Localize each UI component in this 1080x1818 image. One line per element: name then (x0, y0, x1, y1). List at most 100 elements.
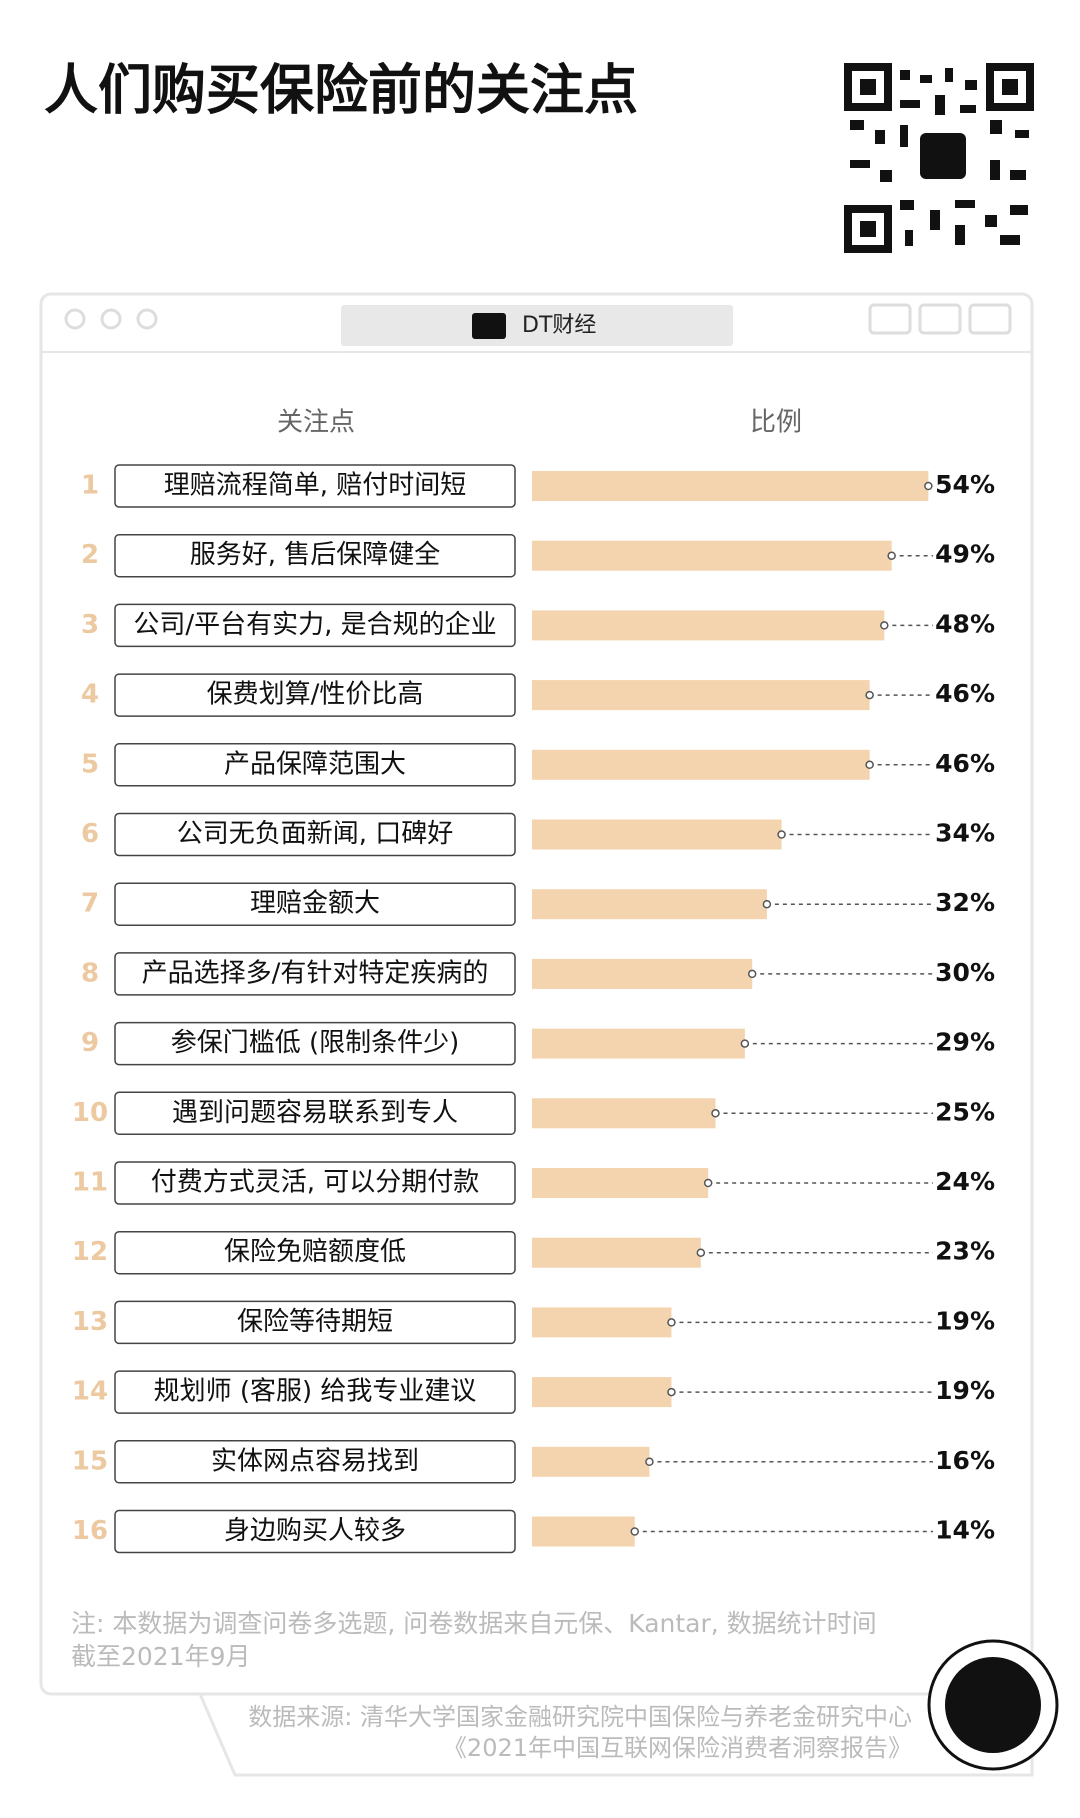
bar-end-dot (762, 899, 772, 909)
title: 人们购买保险前的关注点 (44, 59, 638, 122)
bar-end-dot (777, 830, 786, 839)
value-label: 19% (935, 1306, 995, 1335)
bar (532, 958, 753, 989)
bar-end-dot (740, 1039, 750, 1048)
note: 截至2021年9月 (71, 1642, 251, 1671)
brand-bar (341, 305, 733, 346)
category-label: 实体网点容易找到 (211, 1446, 419, 1476)
rank: 14 (72, 1377, 108, 1407)
category-label: 产品保障范围大 (224, 749, 406, 779)
rank: 8 (81, 958, 99, 988)
category-label: 理赔金额大 (250, 889, 380, 919)
bar-end-dot (865, 760, 874, 770)
bar-end-dot (924, 481, 933, 491)
note: 注: 本数据为调查问卷多选题, 问卷数据来自元保、Kantar, 数据统计时间 (71, 1609, 877, 1638)
bar-end-dot (696, 1248, 706, 1257)
bar (532, 1237, 701, 1268)
label-box (114, 533, 516, 578)
category-label: 保险免赔额度低 (224, 1237, 406, 1267)
bar-end-dot (667, 1387, 676, 1397)
bar-end-dot (880, 621, 889, 630)
category-label: 保费划算/性价比高 (207, 680, 424, 710)
label-box (114, 743, 516, 787)
value-label: 34% (935, 819, 995, 848)
label-box (114, 1440, 516, 1484)
value-label: 46% (935, 749, 995, 778)
category-label: 付费方式灵活, 可以分期付款 (151, 1168, 480, 1198)
category-label: 参保门槛低 (限制条件少) (171, 1028, 460, 1058)
rank: 2 (81, 540, 99, 570)
bar (532, 749, 870, 780)
label-box (114, 603, 516, 648)
bar (532, 1028, 745, 1059)
bar (532, 471, 929, 501)
bar-end-dot (747, 969, 757, 979)
value-label: 24% (935, 1167, 995, 1196)
logo (945, 1657, 1041, 1753)
category-label: 保险等待期短 (237, 1307, 393, 1337)
value-label: 30% (935, 958, 995, 987)
bar-end-dot (703, 1178, 713, 1188)
bar-end-dot (887, 551, 896, 560)
value-header: 比例 (750, 408, 802, 438)
category-label: 身边购买人较多 (224, 1516, 406, 1546)
bar-end-dot (645, 1457, 654, 1467)
source: 数据来源: 清华大学国家金融研究院中国保险与养老金研究中心 (248, 1703, 912, 1731)
label-box (114, 1509, 516, 1554)
value-label: 29% (935, 1028, 995, 1057)
label-box (114, 952, 516, 996)
bar (532, 1168, 709, 1198)
rank: 12 (72, 1237, 108, 1267)
value-label: 14% (935, 1516, 995, 1545)
value-label: 25% (935, 1097, 995, 1126)
bar (532, 1098, 716, 1129)
rank: 13 (72, 1307, 108, 1337)
label-box (114, 1370, 516, 1414)
rank: 4 (81, 680, 99, 710)
rank: 9 (81, 1028, 99, 1058)
label-box (114, 673, 516, 717)
label-box (114, 1300, 516, 1345)
category-label: 产品选择多/有针对特定疾病的 (142, 958, 489, 988)
label-box (114, 1230, 516, 1275)
bar (532, 680, 870, 711)
brand: DT财经 (522, 313, 596, 338)
bar (532, 610, 885, 641)
label-box (114, 882, 516, 926)
bar (532, 1516, 635, 1547)
bar (532, 540, 892, 571)
value-label: 48% (935, 609, 995, 638)
rank: 7 (81, 889, 99, 919)
category-label: 理赔流程简单, 赔付时间短 (164, 471, 467, 501)
label-box (114, 812, 516, 857)
category-label: 规划师 (客服) 给我专业建议 (154, 1377, 477, 1407)
value-label: 49% (935, 540, 995, 569)
rank: 6 (81, 819, 99, 849)
value-label: 19% (935, 1376, 995, 1405)
bar-end-dot (630, 1527, 640, 1536)
bar-end-dot (865, 690, 874, 700)
bar (532, 819, 782, 850)
source: 《2021年中国互联网保险消费者洞察报告》 (443, 1734, 912, 1762)
rank: 5 (81, 749, 99, 779)
category-label: 公司/平台有实力, 是合规的企业 (133, 610, 496, 640)
rank: 3 (81, 610, 99, 640)
bar (532, 1446, 650, 1477)
bar (532, 1307, 672, 1338)
category-label: 遇到问题容易联系到专人 (172, 1098, 458, 1128)
rank: 11 (72, 1168, 108, 1198)
label-box (114, 464, 516, 508)
value-label: 16% (935, 1446, 995, 1475)
category-label: 公司无负面新闻, 口碑好 (177, 819, 454, 849)
category-header: 关注点 (277, 408, 355, 438)
rank: 16 (72, 1516, 108, 1546)
qr-code (844, 63, 1034, 253)
brand-logo (472, 313, 506, 339)
value-label: 23% (935, 1237, 995, 1266)
label-box (114, 1091, 516, 1136)
window-buttons (64, 303, 1012, 335)
rank: 10 (72, 1098, 108, 1128)
rank: 1 (81, 471, 99, 501)
label-box (114, 1161, 516, 1205)
